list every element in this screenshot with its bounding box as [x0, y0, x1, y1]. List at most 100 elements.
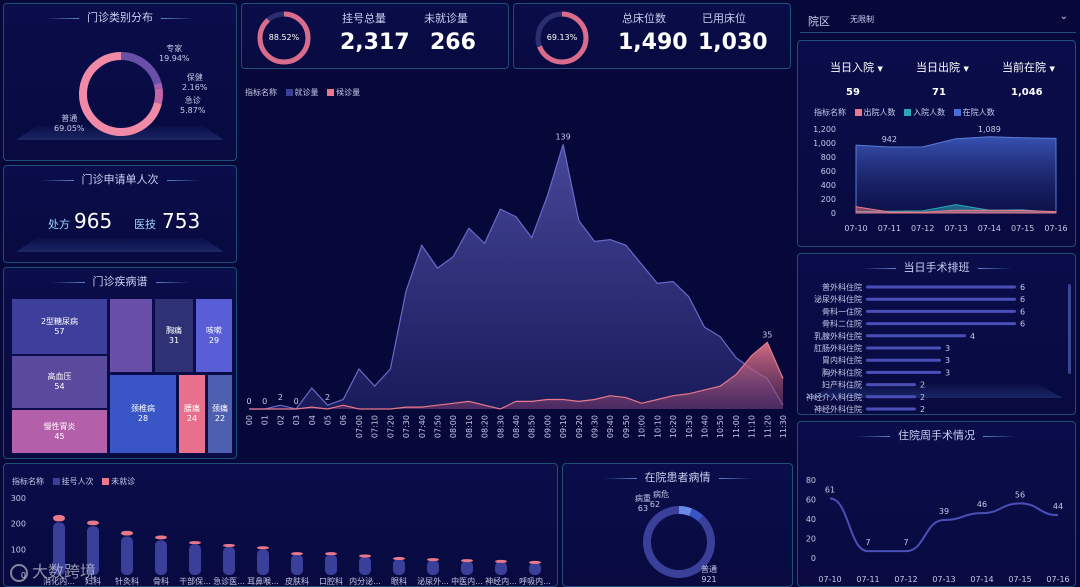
bed-y-tick-6: 1,200 [813, 125, 836, 134]
tab-current[interactable]: 当前在院 ▼ [1002, 61, 1055, 74]
beds-gauge-pct: 69.13% [546, 33, 578, 42]
registration-total-label: 挂号总量 [342, 12, 386, 25]
treemap-cell-1[interactable]: 高血压 54 [11, 355, 108, 409]
week-data-label-3: 39 [939, 507, 949, 516]
dept-bar-11 [427, 560, 439, 575]
dept-bar-8 [325, 554, 337, 575]
treemap-cell-5[interactable]: 咳嗽 29 [195, 298, 233, 373]
dept-bar-6 [257, 549, 269, 575]
dept-x-tick-14: 呼吸内... [519, 576, 551, 586]
main-x-tick-10: 07:30 [402, 415, 411, 438]
tab-admit[interactable]: 当日入院 ▼ [830, 61, 883, 74]
main-x-tick-4: 04 [308, 415, 317, 425]
surgery-bar-3 [866, 322, 1016, 326]
bed-series-2 [855, 136, 1057, 214]
main-x-tick-17: 08:40 [512, 415, 521, 438]
week-data-label-2: 7 [903, 538, 908, 547]
main-x-tick-20: 09:10 [559, 415, 568, 438]
tech-value: 753 [162, 209, 201, 233]
week-data-label-0: 61 [825, 486, 835, 495]
registration-total: 2,317 [340, 30, 410, 55]
week-data-label-6: 44 [1053, 502, 1063, 511]
treemap-cell-0[interactable]: 2型糖尿病 57 [11, 298, 108, 355]
bed-x-tick-0: 07-10 [844, 224, 867, 233]
main-x-tick-32: 11:10 [748, 415, 757, 438]
dept-pending-7 [291, 552, 303, 556]
main-x-tick-33: 11:20 [763, 415, 772, 438]
week-data-label-1: 7 [865, 538, 870, 547]
bed-legend-discharge: 出院人数 [863, 108, 896, 117]
dept-x-tick-2: 针灸科 [115, 576, 139, 586]
main-data-label-5: 139 [555, 132, 570, 141]
ward-selector[interactable]: 院区 无限制 ⌄ [800, 8, 1076, 33]
week-surgery-panel: 住院周手术情况 0 20 40 60 80 61 7 7 39 46 56 44 07-10 07-11 0… [797, 421, 1076, 587]
treemap-cell-3[interactable] [109, 298, 153, 373]
ward-value: 无限制 [850, 15, 874, 24]
beds-used-label: 已用床位 [702, 12, 746, 25]
surgery-bar-8 [866, 383, 916, 387]
bed-data-label-0: 942 [882, 135, 897, 144]
main-data-label-6: 35 [762, 330, 772, 339]
chevron-down-icon: ▼ [963, 65, 969, 73]
dept-legend-title: 指标名称 [12, 477, 44, 486]
dept-pending-1 [87, 520, 99, 526]
main-legend-visits: 就诊量 [294, 88, 319, 97]
treemap-cell-value: 28 [137, 414, 149, 423]
treemap-cell-name: 颈椎病 [131, 404, 155, 413]
dept-y-tick-2: 200 [11, 520, 26, 529]
bed-x-tick-3: 07-13 [944, 224, 967, 233]
main-x-tick-1: 01 [261, 415, 270, 425]
surgery-bar-chart: 普外科住院 6 泌尿外科住院 6 骨科一住院 6 骨科二住院 6 乳腺外科住院 4 肛肠外科住院 3 胃… [806, 282, 1025, 414]
dept-bar-2 [121, 536, 133, 575]
main-x-tick-5: 05 [324, 415, 333, 425]
treemap-cell-4[interactable]: 胸痛 31 [154, 298, 194, 373]
dept-x-tick-4: 干部保... [179, 576, 211, 586]
treemap-cell-7[interactable]: 腰痛 24 [178, 374, 206, 454]
main-x-tick-11: 07:40 [418, 415, 427, 438]
surgery-scrollbar[interactable] [1068, 284, 1071, 374]
inpatient-slice-1 [689, 508, 704, 522]
treemap-cell-2[interactable]: 慢性胃炎 45 [11, 409, 108, 454]
rx-label: 处方 [48, 218, 70, 231]
treemap-cell-8[interactable]: 颈痛 22 [207, 374, 233, 454]
treemap-cell-value: 29 [208, 335, 220, 345]
bed-legend-admit: 入院人数 [913, 108, 946, 117]
outpatient-category-donut [79, 52, 163, 136]
outpatient-category-panel: 门诊类别分布 专家 19.94% 保健 2.16% 急诊 5.87% 普通 69.05% [3, 3, 237, 161]
week-y-tick-1: 20 [806, 535, 816, 544]
dept-pending-12 [461, 559, 473, 563]
week-x-tick-1: 07-11 [856, 575, 879, 584]
dept-bar-0 [53, 522, 65, 575]
treemap-cell-name: 2型糖尿病 [40, 316, 79, 326]
surgery-label-6: 胃内科住院 [822, 355, 862, 365]
dept-x-tick-7: 皮肤科 [285, 576, 309, 586]
dept-x-tick-6: 耳鼻喉... [247, 576, 279, 586]
treemap-cell-value: 57 [54, 326, 65, 336]
main-x-tick-22: 09:30 [591, 415, 600, 438]
disease-panel: 门诊疾病谱 2型糖尿病 57 高血压 54 慢性胃炎 45 胸痛 31 咳嗽 29 颈椎病 28 腰痛 2… [3, 267, 237, 459]
surgery-value-3: 6 [1020, 320, 1025, 329]
treemap-cell-value: 31 [168, 335, 180, 345]
surgery-value-9: 2 [920, 393, 925, 402]
surgery-bar-7 [866, 370, 941, 374]
week-y-tick-2: 40 [806, 515, 816, 524]
week-x-tick-0: 07-10 [818, 575, 841, 584]
surgery-title: 当日手术排班 [798, 259, 1075, 275]
main-x-tick-2: 02 [276, 415, 285, 425]
surgery-panel: 当日手术排班 普外科住院 6 泌尿外科住院 6 骨科一住院 6 骨科二住院 6 乳腺外科住院 4 肛… [797, 253, 1076, 415]
tab-discharge[interactable]: 当日出院 ▼ [916, 61, 969, 74]
main-x-tick-23: 09:40 [606, 415, 615, 438]
treemap-cell-6[interactable]: 颈椎病 28 [109, 374, 177, 454]
dept-bar-5 [223, 546, 235, 575]
main-x-tick-21: 09:20 [575, 415, 584, 438]
treemap-cell-name: 腰痛 [184, 404, 200, 413]
dept-pending-5 [223, 543, 235, 547]
visits-area [249, 144, 783, 409]
main-x-tick-18: 08:50 [528, 415, 537, 438]
dept-pending-4 [189, 541, 201, 545]
dept-pending-10 [393, 557, 405, 561]
inpatient-slice-0 [678, 506, 693, 516]
surgery-label-8: 妇产科住院 [822, 380, 862, 390]
